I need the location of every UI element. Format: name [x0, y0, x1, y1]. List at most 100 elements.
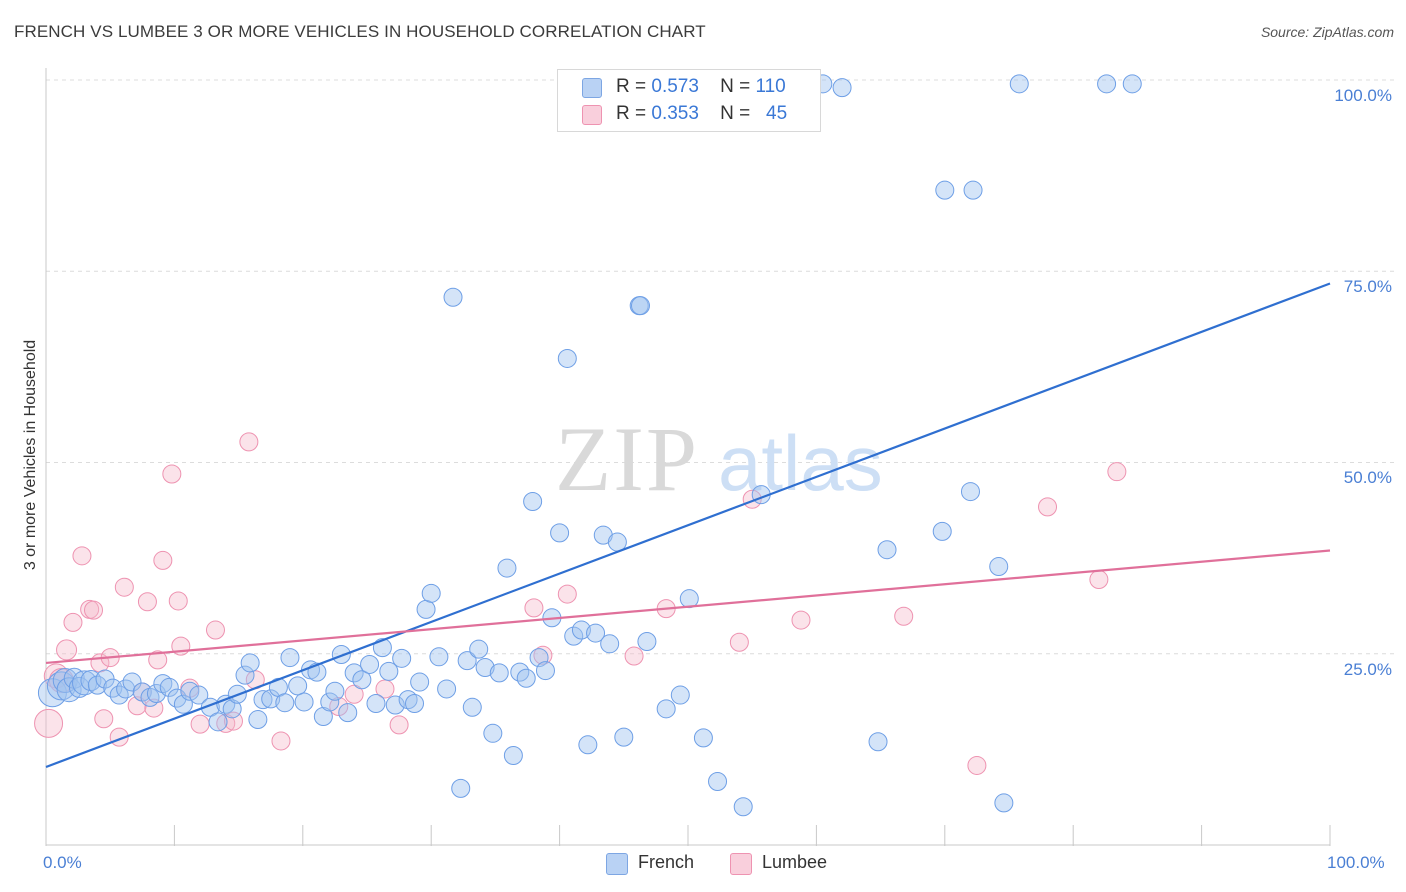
french-point: [421, 583, 441, 603]
french-point: [489, 663, 509, 683]
french-point: [208, 712, 228, 732]
french-point: [932, 521, 952, 541]
lumbee-point: [153, 550, 173, 570]
x-tick-label: 0.0%: [43, 853, 82, 872]
y-tick-label: 25.0%: [1343, 660, 1392, 679]
grid-lines: [46, 79, 1394, 655]
stats-legend: R = 0.573 N = 110 R = 0.353 N = 45: [557, 69, 821, 132]
french-point: [483, 723, 503, 743]
lumbee-point: [239, 432, 259, 452]
french-point: [571, 620, 591, 640]
french-point: [516, 668, 536, 688]
french-point: [960, 482, 980, 502]
n-value: 110: [755, 76, 786, 97]
french-point: [288, 676, 308, 696]
french-point: [146, 684, 166, 704]
french-point: [457, 651, 477, 671]
french-point: [564, 626, 584, 646]
french-point: [122, 672, 142, 692]
french-point: [80, 670, 102, 692]
french-point: [503, 745, 523, 765]
trend-lines: [45, 282, 1331, 768]
r-value: 0.353: [651, 103, 699, 124]
chart-title: FRENCH VS LUMBEE 3 OR MORE VEHICLES IN H…: [14, 22, 706, 41]
lumbee-point: [94, 709, 114, 729]
legend-text: R = 0.353 N = 45: [616, 103, 787, 125]
y-tick-label: 50.0%: [1343, 468, 1392, 487]
french-point: [366, 693, 386, 713]
french-point: [159, 677, 179, 697]
french-point: [240, 653, 260, 673]
n-value: 45: [766, 103, 788, 124]
french-point: [656, 699, 676, 719]
lumbee-point: [148, 650, 168, 670]
french-point: [392, 648, 412, 668]
french-point: [405, 693, 425, 713]
series-swatch: [730, 853, 752, 875]
french-point: [248, 710, 268, 730]
legend-text: R = 0.573 N = 110: [616, 76, 786, 98]
french-point: [600, 634, 620, 654]
lumbee-point: [63, 612, 83, 632]
french-point: [344, 663, 364, 683]
french-point: [1009, 74, 1029, 94]
french-point: [451, 778, 471, 798]
french-point: [1122, 74, 1142, 94]
series-swatch: [606, 853, 628, 875]
watermark-atlas: atlas: [718, 419, 883, 507]
lumbee-point: [557, 584, 577, 604]
french-point: [935, 180, 955, 200]
french-point: [325, 681, 345, 701]
french-point: [338, 703, 358, 723]
french-point: [189, 685, 209, 705]
french-point: [261, 689, 281, 709]
french-point: [877, 540, 897, 560]
french-point: [320, 692, 340, 712]
french-point: [360, 654, 380, 674]
lumbee-point: [389, 715, 409, 735]
french-point: [313, 706, 333, 726]
french-trend-line: [45, 282, 1331, 768]
lumbee-point: [1038, 497, 1058, 517]
french-point: [385, 695, 405, 715]
n-label: N =: [720, 76, 751, 97]
lumbee-point: [162, 464, 182, 484]
french-point: [475, 658, 495, 678]
french-point: [733, 797, 753, 817]
french-point: [637, 632, 657, 652]
french-point: [56, 677, 82, 703]
french-point: [46, 671, 76, 701]
legend-swatch: [582, 105, 602, 125]
french-point: [280, 648, 300, 668]
french-point: [294, 692, 314, 712]
watermark: ZIP atlas: [555, 408, 883, 510]
french-point: [708, 772, 728, 792]
lumbee-point: [1107, 462, 1127, 482]
french-point: [1097, 74, 1117, 94]
lumbee-trend-line: [45, 549, 1331, 665]
french-point: [550, 523, 570, 543]
french-point: [235, 665, 255, 685]
lumbee-point: [729, 632, 749, 652]
french-point: [523, 492, 543, 512]
french-point: [586, 623, 606, 643]
french-point: [989, 557, 1009, 577]
french-point: [410, 672, 430, 692]
lumbee-point: [216, 713, 236, 733]
lumbee-point: [1089, 570, 1109, 590]
french-point: [832, 78, 852, 98]
lumbee-point: [168, 591, 188, 611]
lumbee-point: [791, 610, 811, 630]
legend-swatch: [582, 78, 602, 98]
lumbee-point: [205, 620, 225, 640]
french-point: [469, 639, 489, 659]
lumbee-point: [72, 546, 92, 566]
french-point: [670, 685, 690, 705]
r-value: 0.573: [651, 76, 699, 97]
r-label: R =: [616, 76, 647, 97]
series-name: Lumbee: [762, 852, 828, 872]
y-tick-label: 100.0%: [1334, 86, 1392, 105]
lumbee-point: [624, 646, 644, 666]
french-point: [693, 728, 713, 748]
french-point: [87, 675, 107, 695]
